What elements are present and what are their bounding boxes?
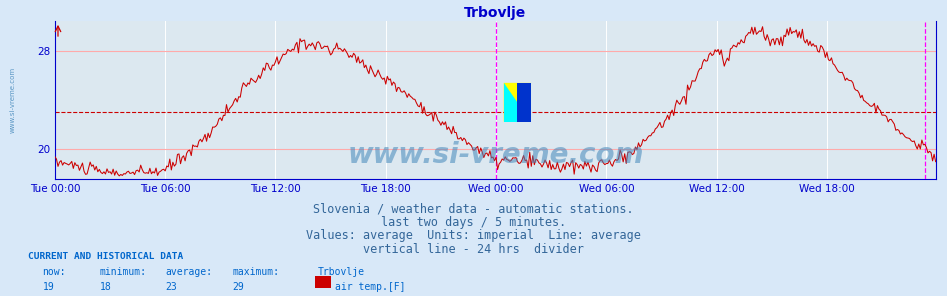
Text: 19: 19 — [43, 282, 54, 292]
Text: 29: 29 — [232, 282, 243, 292]
Title: Trbovlje: Trbovlje — [464, 6, 527, 20]
Text: CURRENT AND HISTORICAL DATA: CURRENT AND HISTORICAL DATA — [28, 252, 184, 261]
Text: www.si-vreme.com: www.si-vreme.com — [9, 67, 16, 133]
Text: last two days / 5 minutes.: last two days / 5 minutes. — [381, 216, 566, 229]
Text: average:: average: — [166, 267, 213, 277]
Text: Slovenia / weather data - automatic stations.: Slovenia / weather data - automatic stat… — [313, 203, 634, 216]
Polygon shape — [504, 83, 531, 122]
Text: air temp.[F]: air temp.[F] — [335, 282, 405, 292]
Polygon shape — [517, 83, 531, 122]
Text: 23: 23 — [166, 282, 177, 292]
Text: vertical line - 24 hrs  divider: vertical line - 24 hrs divider — [363, 243, 584, 256]
Text: www.si-vreme.com: www.si-vreme.com — [348, 141, 644, 169]
Text: now:: now: — [43, 267, 66, 277]
Polygon shape — [504, 83, 531, 122]
Text: minimum:: minimum: — [99, 267, 147, 277]
Text: 18: 18 — [99, 282, 111, 292]
Text: Trbovlje: Trbovlje — [317, 267, 365, 277]
Text: maximum:: maximum: — [232, 267, 279, 277]
Text: Values: average  Units: imperial  Line: average: Values: average Units: imperial Line: av… — [306, 229, 641, 242]
